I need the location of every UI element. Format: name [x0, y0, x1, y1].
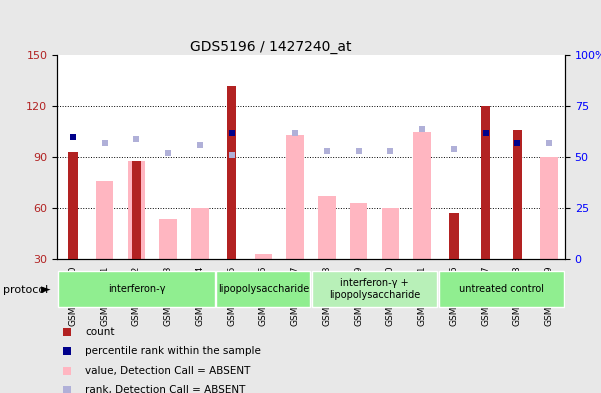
Bar [513, 130, 522, 259]
Text: ►: ► [41, 283, 50, 297]
Bar [481, 106, 490, 259]
Bar [58, 271, 215, 307]
Bar [68, 152, 78, 259]
Bar [413, 132, 431, 259]
Text: count: count [85, 327, 115, 337]
Text: value, Detection Call = ABSENT: value, Detection Call = ABSENT [85, 365, 251, 376]
Bar [132, 161, 141, 259]
Text: untreated control: untreated control [459, 284, 544, 294]
Bar [312, 271, 438, 307]
Bar [439, 271, 564, 307]
Bar [350, 203, 367, 259]
Bar [216, 271, 310, 307]
Bar [449, 213, 459, 259]
Bar [255, 254, 272, 259]
Title: GDS5196 / 1427240_at: GDS5196 / 1427240_at [190, 40, 351, 54]
Bar [227, 86, 236, 259]
Text: rank, Detection Call = ABSENT: rank, Detection Call = ABSENT [85, 385, 245, 393]
Bar [191, 208, 209, 259]
Text: percentile rank within the sample: percentile rank within the sample [85, 346, 261, 356]
Text: protocol: protocol [3, 285, 48, 295]
Text: interferon-γ: interferon-γ [108, 284, 165, 294]
Bar [159, 219, 177, 259]
Bar [540, 157, 558, 259]
Bar [287, 135, 304, 259]
Bar [128, 161, 145, 259]
Text: lipopolysaccharide: lipopolysaccharide [218, 284, 309, 294]
Bar [96, 181, 114, 259]
Text: interferon-γ +
lipopolysaccharide: interferon-γ + lipopolysaccharide [329, 278, 420, 299]
Bar [318, 196, 335, 259]
Bar [382, 208, 399, 259]
